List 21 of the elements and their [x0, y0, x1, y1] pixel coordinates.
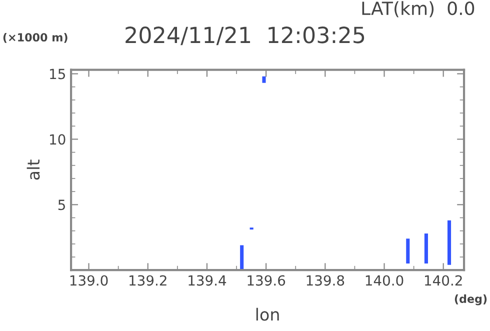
y-axis-title: alt: [26, 160, 40, 180]
bar: [447, 220, 452, 265]
chart-title: 2024/11/21 12:03:25: [126, 26, 364, 46]
bar: [240, 245, 244, 270]
text: (deg): [454, 294, 487, 306]
x-axis-title: lon: [256, 308, 279, 321]
y-tick-label: 15: [50, 68, 65, 80]
x-tick-label: 139.6: [248, 275, 286, 286]
y-tick-label: 5: [58, 200, 65, 210]
bar: [424, 233, 428, 264]
bar: [406, 238, 410, 264]
x-tick-label: 139.8: [306, 275, 344, 286]
x-tick-label: 139.0: [70, 275, 108, 286]
y-tick-label: 10: [50, 134, 66, 145]
text: (×1000 m): [3, 32, 68, 43]
x-tick-label: 139.2: [130, 275, 166, 286]
chart-subtitle: LAT(km) 0.0: [362, 1, 474, 18]
x-tick-label: 140.0: [366, 275, 404, 286]
x-tick-label: 140.2: [424, 275, 462, 286]
bar: [262, 76, 266, 83]
x-tick-label: 139.4: [188, 275, 226, 286]
